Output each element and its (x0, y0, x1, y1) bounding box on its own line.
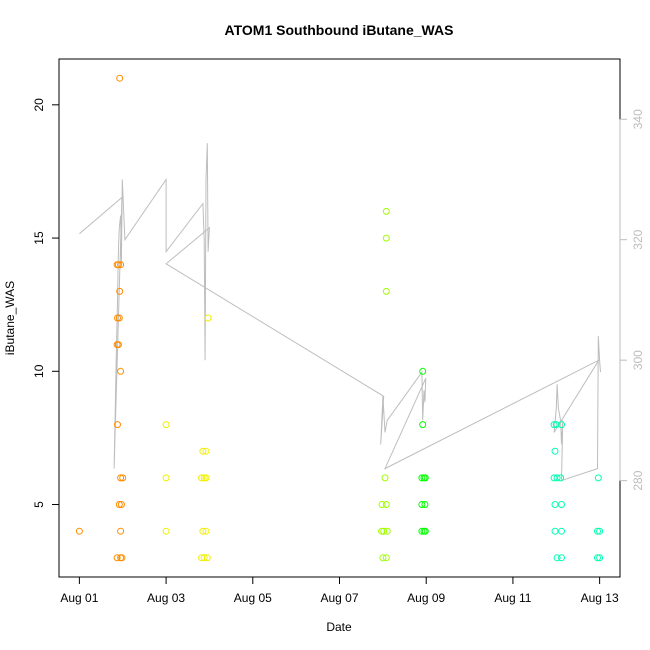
data-point (117, 501, 125, 508)
data-point (113, 554, 121, 562)
x-tick-label: Aug 09 (407, 591, 445, 605)
x-axis-label: Date (326, 620, 352, 634)
data-point (199, 447, 207, 455)
data-point (551, 501, 559, 508)
data-point (117, 261, 125, 269)
data-point (382, 554, 390, 562)
data-point (550, 421, 558, 429)
data-point (200, 554, 208, 562)
data-point (204, 314, 212, 322)
data-point (382, 207, 390, 215)
data-point (162, 474, 170, 482)
data-point (381, 474, 389, 482)
data-point (198, 474, 206, 482)
y2-tick-label: 300 (631, 350, 645, 370)
data-point (419, 421, 427, 429)
data-point (199, 527, 207, 535)
data-point (117, 527, 125, 535)
data-point (378, 501, 386, 508)
y2-tick-label: 340 (631, 109, 645, 129)
secondary-series-line (79, 143, 601, 482)
data-point (203, 554, 211, 562)
x-axis: Aug 01 Aug 03 Aug 05 Aug 07 Aug 09 Aug 11 Aug … (60, 576, 619, 605)
data-point (202, 474, 210, 482)
data-point (594, 527, 601, 535)
data-point (118, 554, 126, 562)
data-point (117, 367, 125, 375)
data-point (596, 527, 604, 535)
y-tick-label: 20 (32, 98, 46, 112)
data-point (202, 527, 210, 535)
data-point (551, 447, 559, 455)
data-point (114, 421, 121, 429)
data-point (114, 261, 122, 269)
y-axis-label: iButane_WAS (3, 281, 17, 355)
data-point (114, 341, 122, 349)
data-point (117, 474, 125, 482)
y2-tick-label: 280 (631, 470, 645, 490)
data-point (421, 474, 429, 482)
data-point (558, 527, 565, 535)
data-point (380, 527, 388, 535)
data-point (382, 501, 390, 508)
data-point (421, 501, 429, 508)
data-point (596, 554, 604, 562)
y2-axis: 280 300 320 340 (619, 109, 645, 491)
data-point (116, 74, 124, 82)
x-tick-label: Aug 11 (494, 591, 531, 605)
data-point (162, 421, 170, 429)
x-tick-label: Aug 05 (234, 591, 272, 605)
x-tick-label: Aug 01 (60, 591, 98, 605)
data-point (202, 447, 210, 455)
axes: Aug 01 Aug 03 Aug 05 Aug 07 Aug 09 Aug 11 Aug … (32, 58, 645, 605)
data-point (558, 501, 565, 508)
data-point (419, 367, 427, 375)
data-point (115, 314, 123, 322)
data-point (553, 474, 561, 482)
data-point (594, 554, 601, 562)
data-point (115, 501, 123, 508)
data-point (421, 527, 429, 535)
y-tick-label: 10 (32, 364, 46, 378)
data-point (552, 421, 560, 429)
data-point (553, 554, 561, 562)
data-point (75, 527, 83, 535)
plot-frame (58, 58, 621, 578)
data-point (418, 474, 426, 482)
chart-title: ATOM1 Southbound iButane_WAS (225, 22, 454, 38)
y-axis: 5 10 15 20 (32, 98, 60, 508)
data-point (418, 527, 426, 535)
data-point (162, 527, 170, 535)
x-tick-label: Aug 07 (320, 591, 358, 605)
data-point (382, 234, 390, 242)
data-point (116, 287, 124, 295)
x-tick-label: Aug 03 (147, 591, 185, 605)
x-tick-label: Aug 13 (581, 591, 619, 605)
data-point (557, 474, 565, 482)
data-point (558, 421, 565, 429)
data-point (383, 527, 391, 535)
y-tick-label: 15 (32, 231, 46, 245)
plot-area (75, 74, 604, 562)
data-point (382, 287, 390, 295)
y-tick-label: 5 (32, 501, 46, 508)
data-point (119, 474, 127, 482)
data-point (551, 527, 559, 535)
y2-tick-label: 320 (631, 229, 645, 249)
data-point (379, 554, 387, 562)
data-point (558, 554, 565, 562)
data-point (594, 474, 602, 482)
data-point (418, 501, 426, 508)
